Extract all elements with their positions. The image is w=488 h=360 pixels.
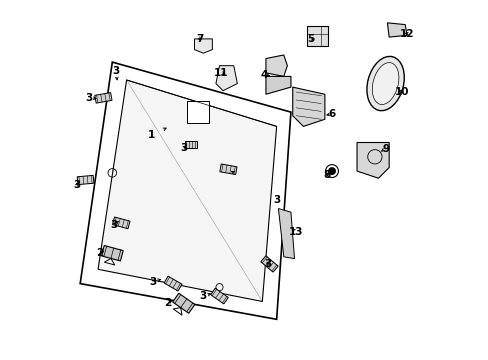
Text: 12: 12 — [399, 28, 413, 39]
Text: 5: 5 — [306, 34, 314, 44]
Text: 4: 4 — [260, 69, 267, 80]
PathPatch shape — [194, 39, 212, 53]
Text: 3: 3 — [110, 220, 118, 230]
Text: 3: 3 — [149, 277, 157, 287]
PathPatch shape — [95, 93, 112, 103]
Text: 3: 3 — [180, 143, 187, 153]
Text: 11: 11 — [214, 68, 228, 78]
Text: 10: 10 — [394, 87, 409, 98]
Ellipse shape — [366, 57, 404, 111]
Text: 3: 3 — [264, 259, 271, 269]
PathPatch shape — [260, 256, 278, 272]
Text: 6: 6 — [328, 109, 335, 119]
PathPatch shape — [77, 175, 94, 185]
PathPatch shape — [184, 141, 197, 148]
PathPatch shape — [386, 23, 406, 37]
Ellipse shape — [371, 63, 398, 104]
Text: 3: 3 — [112, 66, 119, 76]
PathPatch shape — [278, 208, 294, 258]
PathPatch shape — [210, 288, 228, 304]
Text: 8: 8 — [323, 170, 329, 180]
Text: 3: 3 — [85, 93, 93, 103]
PathPatch shape — [164, 276, 182, 291]
Text: 2: 2 — [164, 298, 171, 308]
Text: 2: 2 — [96, 248, 103, 258]
PathPatch shape — [98, 80, 276, 301]
Text: 9: 9 — [381, 144, 388, 154]
PathPatch shape — [292, 87, 324, 126]
Text: 3: 3 — [200, 291, 206, 301]
Bar — [187, 102, 208, 123]
PathPatch shape — [112, 217, 130, 229]
PathPatch shape — [220, 164, 237, 175]
PathPatch shape — [172, 293, 195, 313]
Text: 13: 13 — [288, 227, 303, 237]
Text: 1: 1 — [148, 130, 155, 140]
PathPatch shape — [101, 246, 123, 261]
Text: 3: 3 — [272, 195, 280, 204]
Circle shape — [328, 167, 335, 175]
PathPatch shape — [265, 76, 290, 94]
Text: 7: 7 — [196, 34, 203, 44]
Bar — [306, 26, 328, 46]
PathPatch shape — [216, 66, 237, 91]
Text: 3: 3 — [73, 180, 80, 190]
PathPatch shape — [356, 143, 388, 178]
PathPatch shape — [80, 62, 290, 319]
PathPatch shape — [265, 55, 287, 76]
